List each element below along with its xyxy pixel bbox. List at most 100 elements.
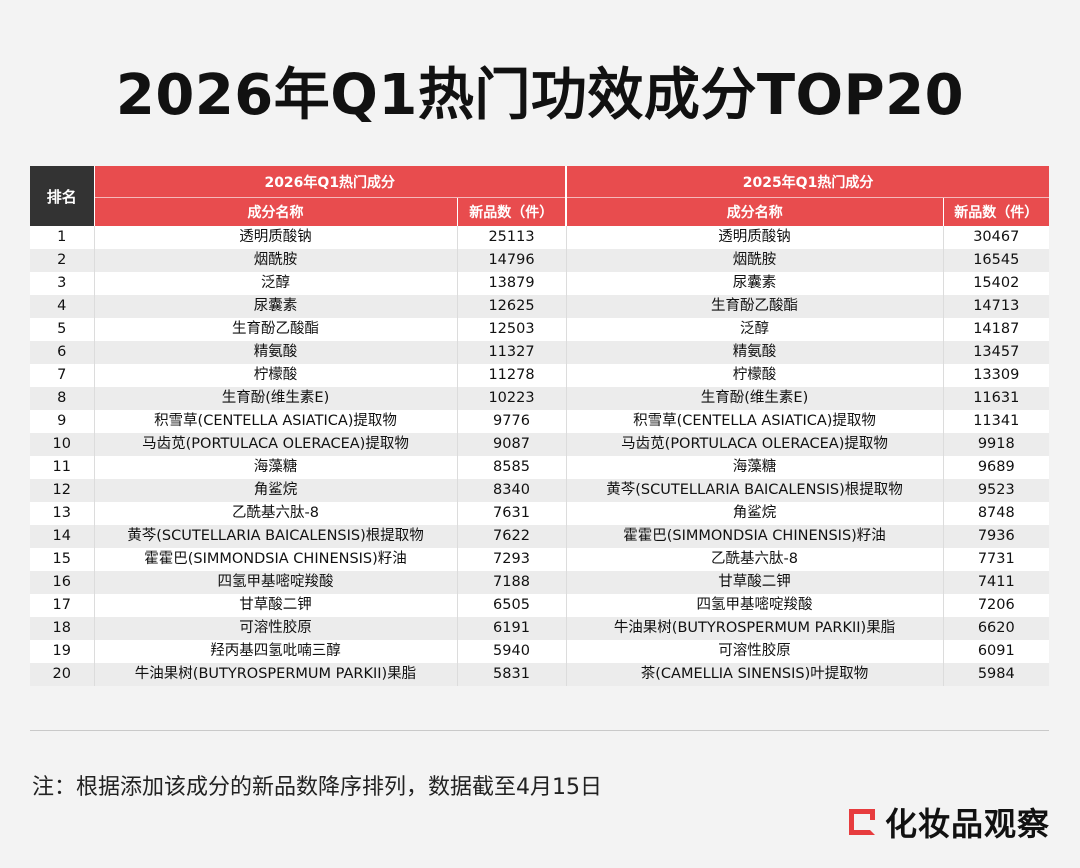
ingredient-name-2026: 尿囊素 bbox=[94, 295, 458, 318]
table-row: 2 烟酰胺 14796 烟酰胺 16545 bbox=[30, 249, 1050, 272]
new-product-count-2025: 13457 bbox=[943, 341, 1050, 364]
new-product-count-2025: 15402 bbox=[943, 272, 1050, 295]
group-header-2025: 2025年Q1热门成分 bbox=[566, 166, 1050, 198]
ingredient-name-2025: 乙酰基六肽-8 bbox=[566, 548, 944, 571]
ingredient-name-2026: 马齿苋(PORTULACA OLERACEA)提取物 bbox=[94, 433, 458, 456]
new-product-count-2025: 7731 bbox=[943, 548, 1050, 571]
table-row: 17 甘草酸二钾 6505 四氢甲基嘧啶羧酸 7206 bbox=[30, 594, 1050, 617]
table-row: 12 角鲨烷 8340 黄芩(SCUTELLARIA BAICALENSIS)根… bbox=[30, 479, 1050, 502]
ingredient-name-2026: 柠檬酸 bbox=[94, 364, 458, 387]
ingredient-name-2026: 泛醇 bbox=[94, 272, 458, 295]
new-product-count-2026: 5831 bbox=[457, 663, 567, 686]
ingredient-name-2025: 生育酚(维生素E) bbox=[566, 387, 944, 410]
new-product-count-2025: 16545 bbox=[943, 249, 1050, 272]
ingredient-name-2025: 霍霍巴(SIMMONDSIA CHINENSIS)籽油 bbox=[566, 525, 944, 548]
ingredient-name-2026: 黄芩(SCUTELLARIA BAICALENSIS)根提取物 bbox=[94, 525, 458, 548]
ingredient-name-2025: 四氢甲基嘧啶羧酸 bbox=[566, 594, 944, 617]
rank-cell: 3 bbox=[30, 272, 95, 295]
ingredient-name-2025: 牛油果树(BUTYROSPERMUM PARKII)果脂 bbox=[566, 617, 944, 640]
new-product-count-2026: 9087 bbox=[457, 433, 567, 456]
new-product-count-2025: 9523 bbox=[943, 479, 1050, 502]
rank-cell: 7 bbox=[30, 364, 95, 387]
new-product-count-2026: 7188 bbox=[457, 571, 567, 594]
ingredient-name-2026: 透明质酸钠 bbox=[94, 226, 458, 249]
new-product-count-2026: 14796 bbox=[457, 249, 567, 272]
ingredient-name-2026: 四氢甲基嘧啶羧酸 bbox=[94, 571, 458, 594]
new-product-count-2026: 25113 bbox=[457, 226, 567, 249]
new-product-count-2026: 6191 bbox=[457, 617, 567, 640]
new-product-count-2026: 6505 bbox=[457, 594, 567, 617]
page-title: 2026年Q1热门功效成分TOP20 bbox=[115, 63, 965, 128]
ingredient-name-2025: 精氨酸 bbox=[566, 341, 944, 364]
new-product-count-2025: 30467 bbox=[943, 226, 1050, 249]
rank-cell: 8 bbox=[30, 387, 95, 410]
brand-square-icon bbox=[848, 809, 875, 835]
rank-cell: 11 bbox=[30, 456, 95, 479]
new-product-count-2025: 14187 bbox=[943, 318, 1050, 341]
ingredient-name-2025: 透明质酸钠 bbox=[566, 226, 944, 249]
new-product-count-2025: 14713 bbox=[943, 295, 1050, 318]
table-row: 20 牛油果树(BUTYROSPERMUM PARKII)果脂 5831 茶(C… bbox=[30, 663, 1050, 686]
table-row: 10 马齿苋(PORTULACA OLERACEA)提取物 9087 马齿苋(P… bbox=[30, 433, 1050, 456]
rank-cell: 9 bbox=[30, 410, 95, 433]
new-product-count-2026: 13879 bbox=[457, 272, 567, 295]
ingredient-name-2026: 生育酚(维生素E) bbox=[94, 387, 458, 410]
new-product-count-2025: 7411 bbox=[943, 571, 1050, 594]
ingredient-name-2026: 可溶性胶原 bbox=[94, 617, 458, 640]
ingredient-name-2026: 乙酰基六肽-8 bbox=[94, 502, 458, 525]
rank-cell: 12 bbox=[30, 479, 95, 502]
rank-cell: 10 bbox=[30, 433, 95, 456]
new-product-count-2025: 11631 bbox=[943, 387, 1050, 410]
rank-cell: 5 bbox=[30, 318, 95, 341]
new-product-count-2026: 11327 bbox=[457, 341, 567, 364]
table-row: 8 生育酚(维生素E) 10223 生育酚(维生素E) 11631 bbox=[30, 387, 1050, 410]
new-product-count-2026: 12625 bbox=[457, 295, 567, 318]
ingredient-name-2025: 可溶性胶原 bbox=[566, 640, 944, 663]
new-product-count-2026: 9776 bbox=[457, 410, 567, 433]
ingredient-name-2025: 柠檬酸 bbox=[566, 364, 944, 387]
ingredient-name-2025: 生育酚乙酸酯 bbox=[566, 295, 944, 318]
new-product-count-2025: 6091 bbox=[943, 640, 1050, 663]
table-row: 7 柠檬酸 11278 柠檬酸 13309 bbox=[30, 364, 1050, 387]
footer-divider bbox=[30, 730, 1049, 731]
new-product-count-2026: 12503 bbox=[457, 318, 567, 341]
rank-cell: 19 bbox=[30, 640, 95, 663]
new-product-count-2025: 5984 bbox=[943, 663, 1050, 686]
column-header-count-2025: 新品数（件） bbox=[943, 197, 1050, 226]
new-product-count-2025: 9918 bbox=[943, 433, 1050, 456]
ingredient-name-2026: 羟丙基四氢吡喃三醇 bbox=[94, 640, 458, 663]
footnote: 注：根据添加该成分的新品数降序排列，数据截至4月15日 bbox=[32, 775, 602, 800]
ingredient-name-2026: 甘草酸二钾 bbox=[94, 594, 458, 617]
new-product-count-2026: 8585 bbox=[457, 456, 567, 479]
table-row: 4 尿囊素 12625 生育酚乙酸酯 14713 bbox=[30, 295, 1050, 318]
table-row: 9 积雪草(CENTELLA ASIATICA)提取物 9776 积雪草(CEN… bbox=[30, 410, 1050, 433]
rank-cell: 18 bbox=[30, 617, 95, 640]
ingredient-name-2025: 尿囊素 bbox=[566, 272, 944, 295]
rank-cell: 2 bbox=[30, 249, 95, 272]
rank-cell: 4 bbox=[30, 295, 95, 318]
ingredient-name-2025: 角鲨烷 bbox=[566, 502, 944, 525]
ingredient-name-2026: 霍霍巴(SIMMONDSIA CHINENSIS)籽油 bbox=[94, 548, 458, 571]
table-row: 11 海藻糖 8585 海藻糖 9689 bbox=[30, 456, 1050, 479]
table-row: 6 精氨酸 11327 精氨酸 13457 bbox=[30, 341, 1050, 364]
new-product-count-2025: 9689 bbox=[943, 456, 1050, 479]
new-product-count-2026: 7622 bbox=[457, 525, 567, 548]
new-product-count-2026: 7631 bbox=[457, 502, 567, 525]
table-row: 3 泛醇 13879 尿囊素 15402 bbox=[30, 272, 1050, 295]
column-header-count-2026: 新品数（件） bbox=[457, 197, 568, 226]
brand-name: 化妆品观察 bbox=[884, 805, 1050, 843]
new-product-count-2025: 13309 bbox=[943, 364, 1050, 387]
column-header-name-2025: 成分名称 bbox=[566, 197, 944, 226]
table-row: 5 生育酚乙酸酯 12503 泛醇 14187 bbox=[30, 318, 1050, 341]
group-header-2026: 2026年Q1热门成分 bbox=[94, 166, 568, 198]
rank-cell: 13 bbox=[30, 502, 95, 525]
ingredient-name-2026: 烟酰胺 bbox=[94, 249, 458, 272]
ingredient-name-2025: 烟酰胺 bbox=[566, 249, 944, 272]
table-row: 15 霍霍巴(SIMMONDSIA CHINENSIS)籽油 7293 乙酰基六… bbox=[30, 548, 1050, 571]
new-product-count-2026: 8340 bbox=[457, 479, 567, 502]
new-product-count-2025: 7936 bbox=[943, 525, 1050, 548]
ingredient-name-2025: 马齿苋(PORTULACA OLERACEA)提取物 bbox=[566, 433, 944, 456]
table-row: 18 可溶性胶原 6191 牛油果树(BUTYROSPERMUM PARKII)… bbox=[30, 617, 1050, 640]
new-product-count-2026: 5940 bbox=[457, 640, 567, 663]
table-row: 16 四氢甲基嘧啶羧酸 7188 甘草酸二钾 7411 bbox=[30, 571, 1050, 594]
